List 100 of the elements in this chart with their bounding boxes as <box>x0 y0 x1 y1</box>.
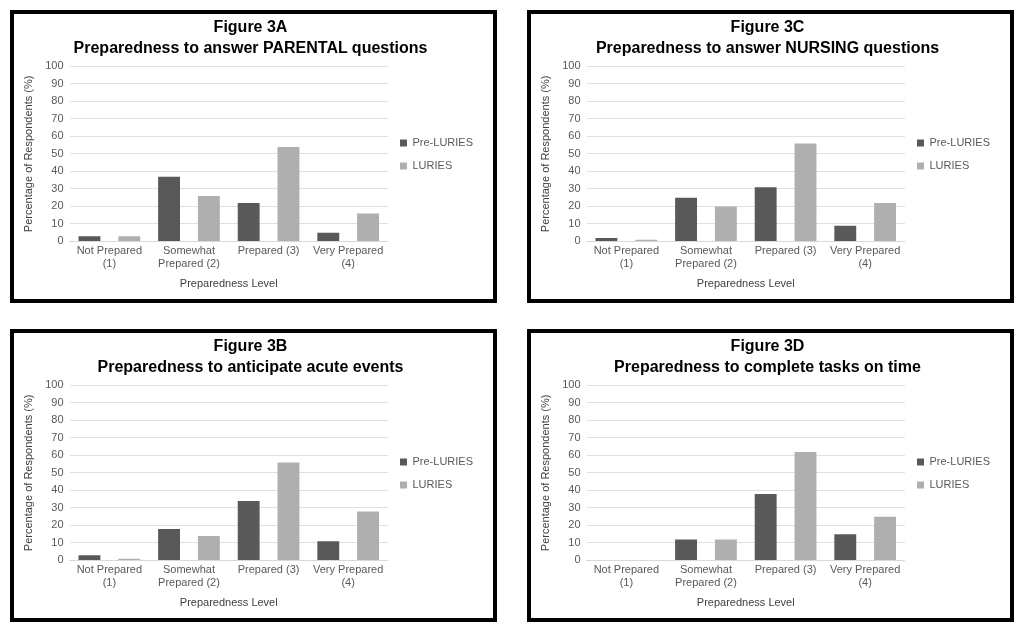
y-tick-label: 70 <box>568 430 581 443</box>
y-tick-label: 50 <box>51 146 64 159</box>
legend-label: Pre-LURIES <box>412 136 474 149</box>
x-tick-label: Very Prepared (4) <box>830 244 901 270</box>
x-axis-title: Preparedness Level <box>696 277 795 290</box>
x-tick-label: Prepared (3) <box>754 563 817 576</box>
y-tick-label: 60 <box>568 129 581 142</box>
chart-title: Figure 3A <box>213 18 288 36</box>
x-tick-label: Prepared (3) <box>237 244 300 257</box>
y-axis-title: Percentage of Respondents (%) <box>21 75 34 233</box>
y-tick-label: 30 <box>51 181 64 194</box>
bar <box>237 202 260 241</box>
bar <box>794 451 817 560</box>
y-tick-label: 100 <box>45 59 64 72</box>
x-axis-title: Preparedness Level <box>179 596 278 609</box>
y-tick-label: 70 <box>51 111 64 124</box>
x-axis-title: Preparedness Level <box>696 596 795 609</box>
legend-label: Pre-LURIES <box>412 455 474 468</box>
y-tick-label: 0 <box>57 553 64 566</box>
x-tick-label: Somewhat Prepared (2) <box>675 244 737 270</box>
x-tick-label: Somewhat Prepared (2) <box>675 563 737 589</box>
y-tick-label: 30 <box>568 500 581 513</box>
x-tick-label: Very Prepared (4) <box>313 244 384 270</box>
y-tick-label: 0 <box>574 553 581 566</box>
y-tick-label: 90 <box>51 395 64 408</box>
y-tick-label: 90 <box>568 395 581 408</box>
legend-label: LURIES <box>412 159 453 172</box>
bar <box>714 539 737 560</box>
y-tick-label: 50 <box>568 465 581 478</box>
y-tick-label: 40 <box>568 483 581 496</box>
x-tick-label: Very Prepared (4) <box>830 563 901 589</box>
chart-title: Figure 3C <box>730 18 805 36</box>
bar <box>874 516 897 560</box>
legend-label: LURIES <box>929 159 970 172</box>
y-tick-label: 80 <box>568 94 581 107</box>
chart-title: Figure 3D <box>730 337 805 355</box>
y-tick-label: 20 <box>568 518 581 531</box>
legend-label: Pre-LURIES <box>929 455 991 468</box>
y-axis-title: Percentage of Respondents (%) <box>21 394 34 552</box>
y-tick-label: 50 <box>568 146 581 159</box>
y-tick-label: 70 <box>568 111 581 124</box>
x-tick-label: Not Prepared (1) <box>593 244 660 270</box>
bar <box>357 213 380 241</box>
bar <box>834 534 857 560</box>
x-tick-label: Prepared (3) <box>754 244 817 257</box>
bar <box>78 236 101 241</box>
y-tick-label: 0 <box>574 234 581 247</box>
bar <box>277 146 300 241</box>
y-tick-label: 100 <box>562 59 581 72</box>
bar <box>357 511 380 560</box>
y-tick-label: 10 <box>51 535 64 548</box>
bar <box>158 528 181 560</box>
chart-title: Figure 3B <box>213 337 288 355</box>
legend-label: Pre-LURIES <box>929 136 991 149</box>
x-tick-label: Prepared (3) <box>237 563 300 576</box>
bar <box>754 187 777 241</box>
y-tick-label: 60 <box>568 448 581 461</box>
y-tick-label: 40 <box>568 164 581 177</box>
y-tick-label: 90 <box>51 76 64 89</box>
y-tick-label: 80 <box>51 413 64 426</box>
y-tick-label: 60 <box>51 129 64 142</box>
bar <box>118 236 141 241</box>
bar <box>158 176 181 241</box>
x-tick-label: Somewhat Prepared (2) <box>158 563 220 589</box>
x-axis-title: Preparedness Level <box>179 277 278 290</box>
bar <box>675 539 698 560</box>
y-tick-label: 10 <box>568 535 581 548</box>
chart-subtitle: Preparedness to answer PARENTAL questions <box>73 39 428 57</box>
y-tick-label: 10 <box>568 216 581 229</box>
x-tick-label: Not Prepared (1) <box>593 563 660 589</box>
legend-label: LURIES <box>929 478 970 491</box>
bar <box>197 195 220 241</box>
bar <box>834 225 857 241</box>
legend-label: LURIES <box>412 478 453 491</box>
bar <box>197 535 220 560</box>
y-tick-label: 90 <box>568 76 581 89</box>
y-tick-label: 20 <box>51 199 64 212</box>
chart-subtitle: Preparedness to answer NURSING questions <box>595 39 940 57</box>
bar <box>237 500 260 560</box>
bar <box>78 555 101 560</box>
bar <box>714 206 737 241</box>
y-axis-title: Percentage of Respondents (%) <box>538 394 551 552</box>
bar <box>754 493 777 560</box>
y-tick-label: 30 <box>568 181 581 194</box>
bar <box>595 237 618 241</box>
y-axis-title: Percentage of Respondents (%) <box>538 75 551 233</box>
bar <box>317 541 340 560</box>
y-tick-label: 30 <box>51 500 64 513</box>
x-tick-label: Not Prepared (1) <box>76 244 143 270</box>
y-tick-label: 40 <box>51 164 64 177</box>
y-tick-label: 0 <box>57 234 64 247</box>
y-tick-label: 20 <box>568 199 581 212</box>
y-tick-label: 60 <box>51 448 64 461</box>
y-tick-label: 40 <box>51 483 64 496</box>
bar <box>277 462 300 560</box>
chart-subtitle: Preparedness to anticipate acute events <box>97 358 404 376</box>
bar <box>675 197 698 241</box>
x-tick-label: Somewhat Prepared (2) <box>158 244 220 270</box>
y-tick-label: 100 <box>45 378 64 391</box>
y-tick-label: 80 <box>51 94 64 107</box>
